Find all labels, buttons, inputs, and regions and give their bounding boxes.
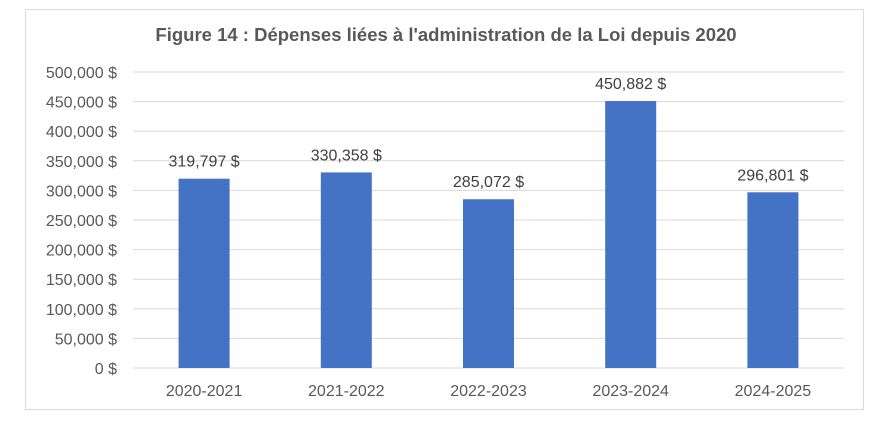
bar — [178, 178, 230, 368]
y-tick-label: 450,000 $ — [46, 95, 117, 112]
bar — [320, 172, 372, 368]
y-tick-label: 0 $ — [95, 361, 117, 378]
y-tick-label: 100,000 $ — [46, 302, 117, 319]
x-tick-label: 2023-2024 — [592, 383, 669, 400]
data-label: 330,358 $ — [311, 147, 382, 164]
y-tick-label: 350,000 $ — [46, 154, 117, 171]
x-tick-label: 2021-2022 — [308, 383, 385, 400]
chart-title: Figure 14 : Dépenses liées à l'administr… — [155, 24, 736, 45]
y-tick-label: 150,000 $ — [46, 272, 117, 289]
x-tick-label: 2024-2025 — [735, 383, 812, 400]
bar — [463, 199, 514, 368]
y-tick-label: 500,000 $ — [46, 65, 117, 82]
y-tick-label: 50,000 $ — [55, 331, 117, 348]
x-tick-label: 2020-2021 — [166, 383, 243, 400]
x-tick-label: 2022-2023 — [450, 383, 527, 400]
data-label: 450,882 $ — [595, 76, 666, 93]
data-label: 285,072 $ — [453, 174, 524, 191]
y-tick-label: 400,000 $ — [46, 124, 117, 141]
chart-frame — [25, 9, 864, 410]
y-tick-label: 300,000 $ — [46, 183, 117, 200]
y-tick-label: 250,000 $ — [46, 213, 117, 230]
data-label: 296,801 $ — [737, 167, 808, 184]
bar — [605, 101, 657, 369]
data-label: 319,797 $ — [169, 154, 240, 171]
y-tick-label: 200,000 $ — [46, 243, 117, 260]
bar — [747, 192, 799, 368]
